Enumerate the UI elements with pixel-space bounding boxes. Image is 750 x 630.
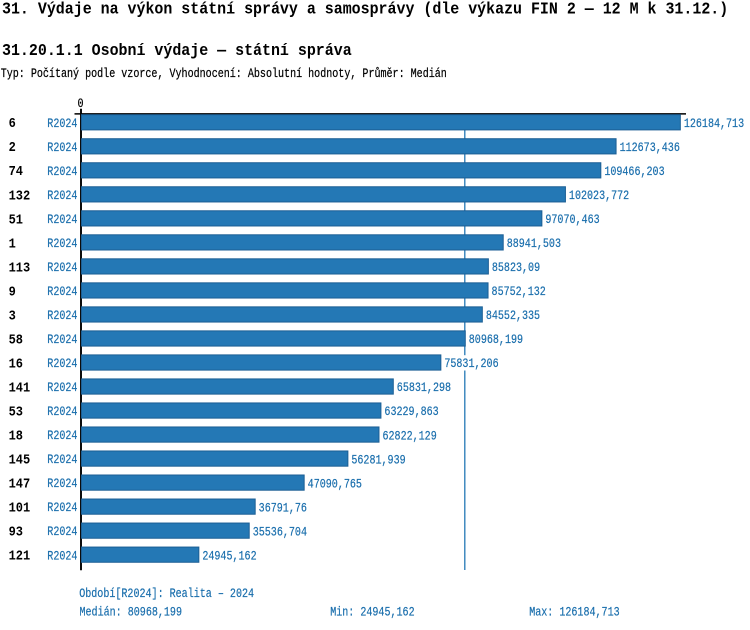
svg-text:R2024: R2024 — [47, 406, 77, 419]
svg-text:R2024: R2024 — [47, 478, 77, 491]
svg-text:113: 113 — [9, 260, 31, 276]
svg-text:6: 6 — [9, 116, 16, 132]
svg-text:1: 1 — [9, 236, 17, 252]
svg-text:56281,939: 56281,939 — [351, 454, 405, 467]
svg-text:101: 101 — [9, 500, 31, 516]
svg-text:97070,463: 97070,463 — [545, 214, 599, 227]
svg-text:65831,298: 65831,298 — [397, 382, 451, 395]
svg-text:R2024: R2024 — [47, 214, 77, 227]
svg-text:147: 147 — [9, 476, 31, 492]
svg-text:112673,436: 112673,436 — [620, 142, 680, 155]
svg-text:2: 2 — [9, 140, 16, 156]
svg-text:R2024: R2024 — [47, 382, 77, 395]
svg-text:R2024: R2024 — [47, 526, 77, 539]
svg-text:R2024: R2024 — [47, 454, 77, 467]
svg-text:R2024: R2024 — [47, 142, 77, 155]
svg-text:88941,503: 88941,503 — [507, 238, 561, 251]
svg-text:141: 141 — [9, 380, 31, 396]
svg-text:47090,765: 47090,765 — [308, 478, 362, 491]
svg-text:63229,863: 63229,863 — [384, 406, 438, 419]
svg-text:R2024: R2024 — [47, 430, 77, 443]
svg-text:62822,129: 62822,129 — [382, 430, 436, 443]
svg-text:53: 53 — [9, 404, 24, 420]
svg-text:93: 93 — [9, 524, 24, 540]
svg-text:R2024: R2024 — [47, 358, 77, 371]
svg-text:31. Výdaje na výkon státní spr: 31. Výdaje na výkon státní správy a samo… — [2, 0, 728, 19]
svg-text:Min: 24945,162: Min: 24945,162 — [330, 607, 414, 620]
svg-text:132: 132 — [9, 188, 31, 204]
svg-text:36791,76: 36791,76 — [259, 503, 307, 516]
svg-text:85823,09: 85823,09 — [492, 262, 540, 275]
svg-text:Typ: Počítaný podle vzorce, Vy: Typ: Počítaný podle vzorce, Vyhodnocení:… — [1, 67, 447, 81]
svg-text:102023,772: 102023,772 — [569, 190, 629, 203]
svg-text:85752,132: 85752,132 — [492, 286, 546, 299]
svg-text:R2024: R2024 — [47, 502, 77, 515]
svg-text:58: 58 — [9, 332, 23, 348]
svg-text:R2024: R2024 — [47, 286, 77, 299]
svg-text:9: 9 — [9, 284, 16, 300]
svg-text:0: 0 — [77, 98, 83, 111]
svg-text:109466,203: 109466,203 — [604, 166, 664, 179]
svg-text:18: 18 — [9, 428, 23, 444]
svg-text:R2024: R2024 — [47, 262, 77, 275]
svg-text:R2024: R2024 — [47, 118, 77, 131]
svg-text:R2024: R2024 — [47, 310, 77, 323]
svg-text:24945,162: 24945,162 — [202, 551, 256, 564]
svg-text:16: 16 — [9, 356, 23, 372]
svg-text:Období[R2024]: Realita – 2024: Období[R2024]: Realita – 2024 — [79, 588, 254, 601]
svg-text:R2024: R2024 — [47, 190, 77, 203]
svg-text:126184,713: 126184,713 — [684, 118, 744, 131]
svg-text:Max: 126184,713: Max: 126184,713 — [529, 607, 620, 620]
svg-text:3: 3 — [9, 308, 17, 324]
svg-text:75831,206: 75831,206 — [444, 358, 498, 371]
svg-text:35536,704: 35536,704 — [253, 527, 307, 540]
svg-text:R2024: R2024 — [47, 550, 77, 563]
svg-text:Medián: 80968,199: Medián: 80968,199 — [80, 607, 183, 620]
svg-text:R2024: R2024 — [47, 166, 77, 179]
svg-text:31.20.1.1 Osobní výdaje — stát: 31.20.1.1 Osobní výdaje — státní správa — [2, 41, 352, 60]
svg-text:74: 74 — [9, 164, 24, 180]
svg-text:80968,199: 80968,199 — [469, 334, 523, 347]
svg-text:51: 51 — [9, 212, 24, 228]
svg-text:121: 121 — [9, 548, 31, 564]
svg-text:R2024: R2024 — [47, 238, 77, 251]
svg-text:R2024: R2024 — [47, 334, 77, 347]
svg-text:84552,335: 84552,335 — [486, 310, 540, 323]
svg-text:145: 145 — [9, 452, 31, 468]
